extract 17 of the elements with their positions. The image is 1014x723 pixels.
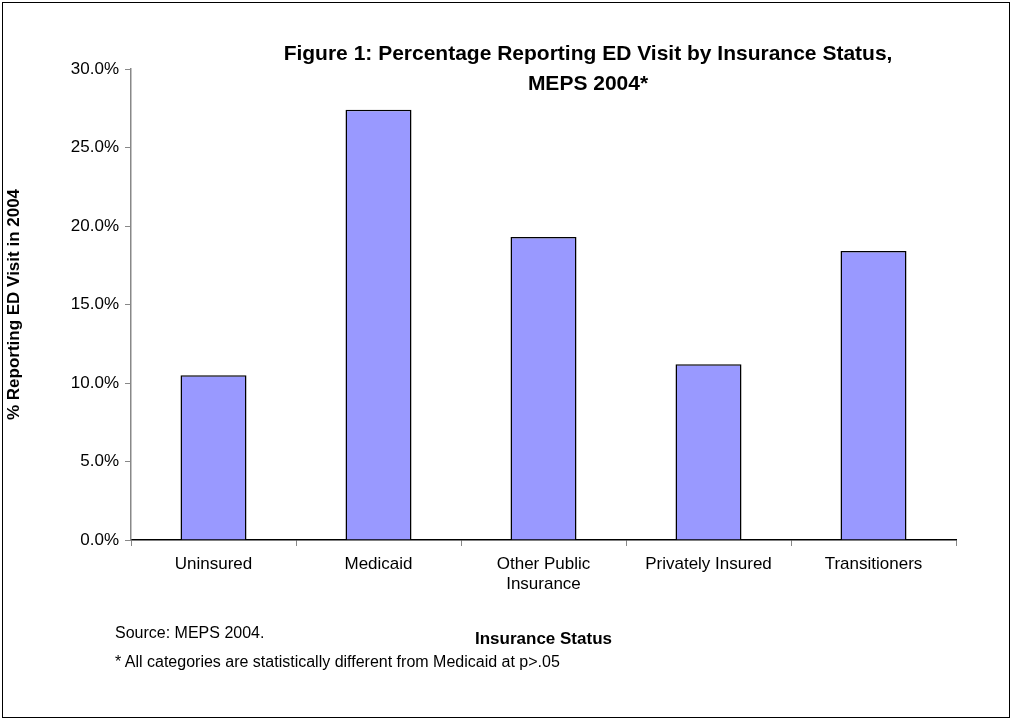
x-axis-title: Insurance Status [475,629,612,649]
y-axis-title: % Reporting ED Visit in 2004 [3,188,23,421]
x-tick-label: Uninsured [174,553,253,573]
y-tick-label: 25.0% [70,137,119,157]
x-tick-label: Transitioners [824,553,923,573]
y-tick-label: 15.0% [70,294,119,314]
text: * All categories are statistically different from Medicaid at p>.05 [115,653,560,671]
y-tick-label: 10.0% [70,372,119,392]
y-tick-label: 0.0% [80,529,119,549]
y-tick-label: 20.0% [70,215,119,235]
x-tick-label: Medicaid [344,553,413,573]
source-note: Source: MEPS 2004. [115,624,265,642]
y-tick-label: 5.0% [80,451,119,471]
x-tick-label: Other Public Insurance [496,553,591,594]
chart-title: Figure 1: Percentage Reporting ED Visit by Insurance Status, MEPS 2004* [283,40,893,94]
y-tick-label: 30.0% [70,58,119,78]
x-tick-label: Privately Insured [645,553,772,573]
